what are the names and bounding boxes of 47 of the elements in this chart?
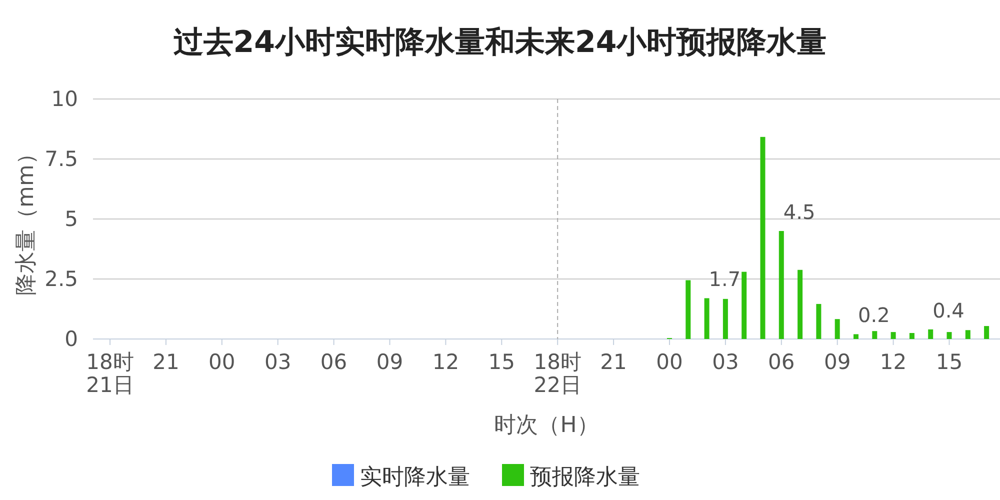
bar — [965, 330, 970, 339]
data-label: 0.2 — [858, 303, 890, 328]
bar — [872, 331, 878, 339]
bar — [834, 319, 840, 339]
x-tick-label: 09 — [376, 350, 404, 374]
x-tick-label: 09 — [824, 350, 851, 374]
x-tick-label: 21 — [152, 350, 180, 374]
chart-title: 过去24小时实时降水量和未来24小时预报降水量 — [173, 25, 827, 60]
bar — [760, 136, 766, 339]
x-tick-label: 06 — [320, 350, 348, 374]
bar — [890, 332, 896, 339]
legend-label: 预报降水量 — [530, 465, 640, 490]
x-tick-label: 15 — [936, 350, 963, 374]
data-label: 1.7 — [708, 267, 741, 292]
bar — [816, 304, 822, 339]
legend-label: 实时降水量 — [360, 465, 470, 490]
y-tick-label: 7.5 — [44, 147, 78, 171]
bar — [722, 298, 728, 339]
x-tick-label: 18时 22日 — [534, 350, 582, 397]
bar — [909, 333, 914, 339]
x-tick-label: 03 — [264, 350, 292, 374]
x-tick-label: 00 — [656, 350, 683, 374]
bar — [984, 326, 990, 339]
x-tick-label: 15 — [488, 350, 516, 374]
data-label: 0.4 — [932, 298, 964, 322]
bar — [798, 270, 803, 339]
y-tick-label: 10 — [51, 87, 78, 111]
bar — [686, 280, 691, 339]
y-tick-label: 2.5 — [44, 267, 78, 291]
x-tick-label: 03 — [712, 350, 739, 374]
bar — [854, 334, 858, 339]
y-axis-title: 降水量（mm） — [14, 142, 39, 296]
bar — [946, 332, 952, 339]
bar — [704, 298, 710, 339]
data-label: 4.5 — [783, 200, 816, 224]
y-tick-label: 5 — [64, 207, 78, 231]
bar — [778, 231, 784, 339]
x-axis-title: 时次（H） — [494, 413, 599, 438]
x-tick-label: 12 — [432, 350, 460, 374]
y-tick-label: 0 — [64, 327, 78, 351]
bar — [928, 329, 934, 339]
x-tick-label: 00 — [208, 350, 236, 374]
x-tick-label: 12 — [880, 350, 907, 374]
x-tick-label: 21 — [600, 350, 627, 374]
x-tick-label: 06 — [768, 350, 795, 374]
x-tick-label: 18时 21日 — [86, 350, 134, 397]
bar — [742, 272, 747, 339]
